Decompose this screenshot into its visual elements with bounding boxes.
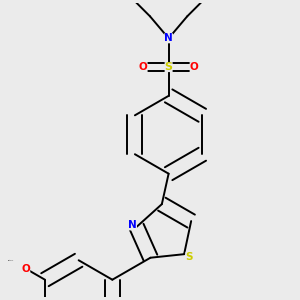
Text: O: O: [22, 264, 30, 274]
Text: O: O: [139, 62, 148, 72]
Text: N: N: [128, 220, 137, 230]
Text: S: S: [165, 62, 172, 72]
Text: S: S: [185, 252, 193, 262]
Text: methoxy: methoxy: [8, 260, 14, 261]
Text: O: O: [190, 62, 198, 72]
Text: N: N: [164, 33, 173, 43]
